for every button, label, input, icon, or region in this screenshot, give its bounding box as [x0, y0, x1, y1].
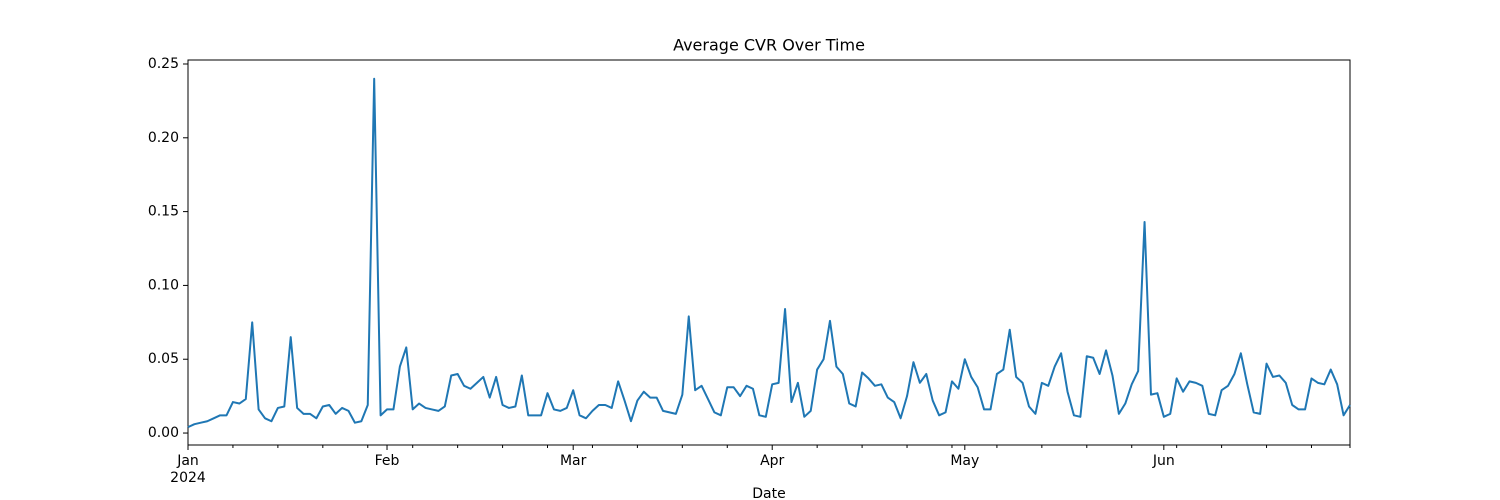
chart-title: Average CVR Over Time	[673, 36, 865, 55]
y-tick-label: 0.05	[148, 351, 179, 367]
axes-frame	[187, 59, 1351, 446]
data-line	[187, 77, 1351, 429]
x-tick-label: Jan	[176, 453, 199, 469]
y-tick-label: 0.20	[148, 130, 179, 146]
x-year-label: 2024	[170, 470, 206, 486]
x-tick-label: Feb	[375, 453, 400, 469]
x-tick-label: Jun	[1152, 453, 1175, 469]
y-tick-label: 0.15	[148, 204, 179, 220]
y-tick-label: 0.00	[148, 425, 179, 441]
y-tick-label: 0.10	[148, 277, 179, 293]
x-tick-label: Apr	[760, 453, 784, 469]
x-tick-label: May	[950, 453, 979, 469]
y-tick-label: 0.25	[148, 56, 179, 72]
x-tick-label: Mar	[560, 453, 587, 469]
x-axis-label: Date	[752, 486, 785, 500]
